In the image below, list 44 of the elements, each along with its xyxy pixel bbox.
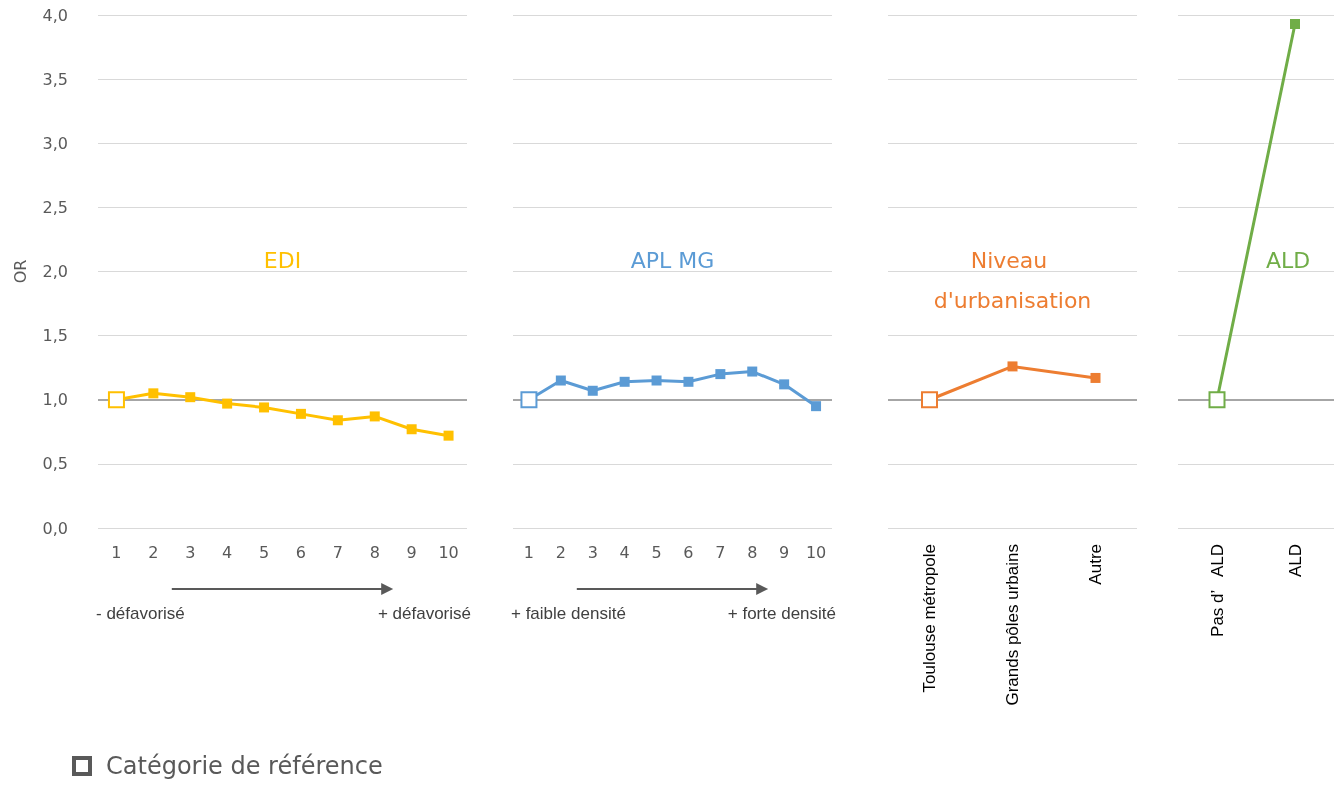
x-tick-label: 6 [683, 542, 694, 562]
x-tick-label: Grands pôles urbains [1003, 544, 1022, 706]
y-tick-label: 0,5 [42, 454, 68, 474]
x-tick-label: 8 [747, 542, 758, 562]
x-tick-label: 3 [587, 542, 598, 562]
y-tick-label: 0,0 [42, 518, 68, 538]
x-tick-label: 10 [805, 542, 827, 562]
x-tick-label: 8 [369, 542, 380, 562]
x-tick-label: Toulouse métropole [920, 544, 939, 693]
text: + défavorisé [377, 604, 471, 623]
text: - défavorisé [96, 604, 185, 623]
y-tick-label: 1,5 [42, 326, 68, 346]
y-tick-label: 3,5 [42, 69, 68, 89]
x-tick-label: 10 [438, 542, 459, 562]
series-label: ALD [1265, 247, 1311, 273]
y-tick-label: 4,0 [42, 5, 68, 25]
y-tick-label: 1,0 [42, 390, 68, 410]
text: + faible densité [511, 604, 626, 623]
x-tick-label: 6 [295, 542, 307, 562]
x-tick-label: Pas d’ ALD [1207, 544, 1227, 637]
x-tick-label: Autre [1086, 544, 1105, 585]
x-tick-label: 4 [619, 542, 630, 562]
x-tick-label: 9 [779, 542, 790, 562]
text: + forte densité [727, 604, 836, 623]
x-tick-label: 2 [555, 542, 566, 562]
text: EDI [263, 247, 302, 273]
x-tick-label: ALD [1285, 544, 1305, 578]
x-tick-label: 1 [523, 542, 535, 562]
x-tick-label: 3 [185, 542, 196, 562]
x-tick-label: 7 [332, 542, 343, 562]
text: APL MG [630, 247, 715, 273]
x-tick-label: 2 [148, 542, 159, 562]
y-tick-label: 2,0 [42, 262, 68, 281]
x-tick-label: 9 [406, 542, 417, 562]
y-axis-title: OR [10, 259, 30, 284]
text: Catégorie de référence [106, 752, 383, 780]
y-tick-label: 3,0 [42, 133, 68, 153]
x-tick-label: 5 [258, 542, 270, 562]
x-tick-label: 4 [222, 542, 233, 562]
x-tick-label: 7 [715, 542, 726, 562]
x-tick-label: 5 [651, 542, 662, 562]
y-tick-label: 2,5 [42, 197, 68, 217]
text: Niveau d'urbanisation [933, 247, 1092, 313]
x-tick-label: 1 [111, 542, 122, 562]
